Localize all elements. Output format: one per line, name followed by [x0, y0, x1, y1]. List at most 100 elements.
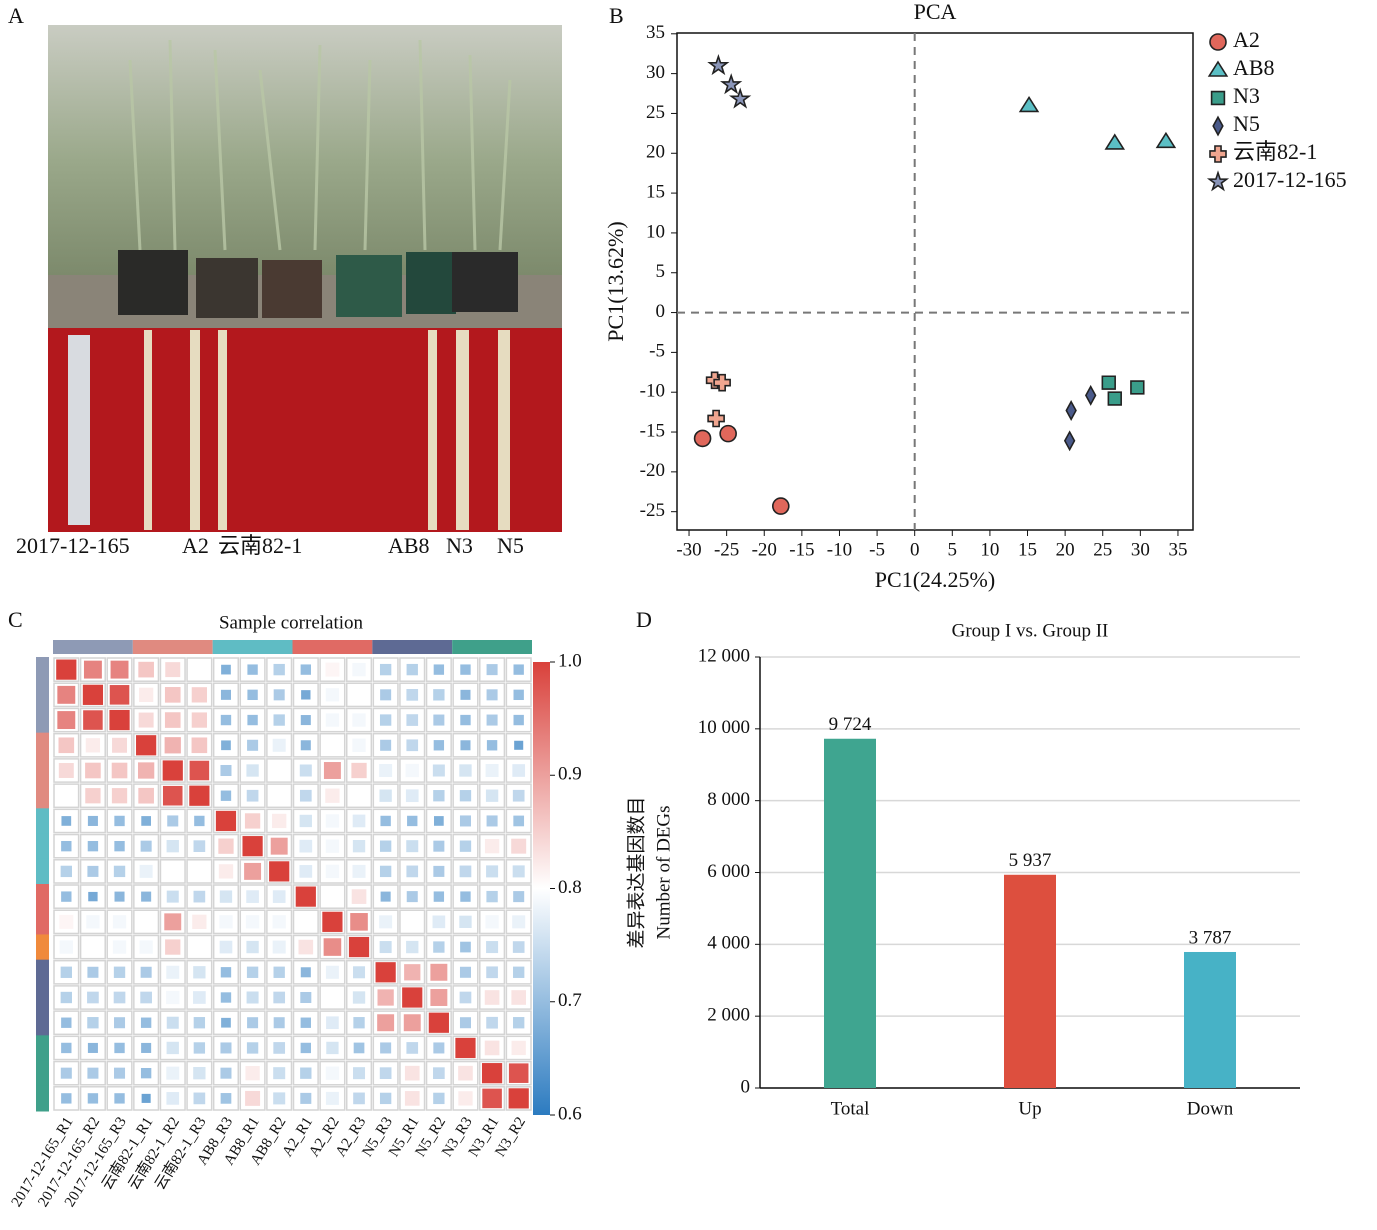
cell — [61, 1042, 72, 1054]
cell — [325, 990, 340, 1005]
colorbar-label: 0.8 — [558, 877, 582, 898]
cell — [513, 714, 524, 726]
row-group — [36, 909, 49, 935]
x-tick-label: -30 — [676, 539, 701, 560]
cell — [164, 913, 182, 931]
cell — [164, 687, 181, 703]
row-group — [36, 732, 49, 759]
cell — [486, 664, 498, 676]
point — [1155, 131, 1177, 149]
cell — [404, 1065, 420, 1081]
cell — [433, 1092, 445, 1105]
x-tick-label: Total — [831, 1098, 870, 1119]
cell — [59, 788, 74, 803]
cell — [379, 764, 393, 777]
cell — [353, 1092, 365, 1105]
x-tick-label: 30 — [1131, 539, 1150, 560]
cell — [380, 689, 392, 701]
colorbar-label: 0.9 — [558, 764, 582, 785]
cell — [512, 764, 526, 777]
cell — [406, 840, 419, 853]
cell — [325, 839, 340, 853]
cell — [112, 737, 128, 753]
cell — [352, 688, 366, 702]
cell — [114, 1067, 126, 1079]
cell — [511, 990, 527, 1005]
cell — [193, 1017, 206, 1029]
legend-label: N5 — [1233, 111, 1260, 136]
cell — [298, 915, 313, 929]
bar — [1004, 874, 1056, 1088]
x-axis-label: PC1(24.25%) — [875, 567, 995, 592]
point — [719, 424, 737, 443]
cell — [511, 1040, 526, 1056]
cell — [485, 915, 499, 929]
cell — [58, 737, 75, 754]
row-group — [36, 1010, 49, 1036]
cell — [325, 1091, 339, 1105]
cell — [220, 992, 232, 1003]
photo-label: 云南82-1 — [218, 533, 302, 558]
row-group — [36, 959, 49, 986]
cell — [114, 840, 125, 852]
photo-label: AB8 — [388, 533, 430, 558]
cell — [325, 788, 340, 803]
cell — [220, 967, 232, 978]
cell — [486, 740, 498, 751]
plot-frame — [676, 32, 1194, 531]
cell — [379, 1092, 392, 1105]
cell — [220, 689, 231, 700]
point — [1130, 380, 1145, 395]
panel-label: D — [636, 607, 652, 632]
row-group — [36, 682, 49, 708]
x-tick-label: 25 — [1093, 539, 1112, 560]
cell — [83, 660, 102, 679]
cell — [166, 965, 180, 979]
cell — [165, 662, 181, 678]
row-group — [36, 707, 49, 734]
cell — [404, 964, 421, 981]
cell — [379, 1067, 392, 1080]
x-tick-label: -10 — [827, 539, 852, 560]
cell — [114, 891, 125, 902]
cell — [458, 1091, 473, 1106]
cell — [323, 762, 341, 779]
point — [713, 373, 731, 392]
cell — [353, 1042, 365, 1054]
cell — [428, 1012, 449, 1033]
cell — [300, 991, 312, 1004]
x-tick-label: 0 — [910, 539, 920, 560]
cell — [433, 689, 445, 701]
cell — [87, 1042, 98, 1053]
cell — [512, 865, 525, 878]
cell — [56, 659, 77, 680]
cell — [138, 687, 154, 702]
colorbar — [533, 662, 550, 1115]
y-tick-label: 35 — [646, 22, 665, 43]
cell — [459, 865, 472, 878]
cell — [458, 1065, 473, 1081]
cell — [325, 965, 339, 979]
cell — [244, 862, 262, 880]
cell — [459, 991, 472, 1004]
panel-label: B — [609, 3, 624, 28]
cell — [162, 760, 183, 781]
cell — [141, 1093, 151, 1103]
legend-marker — [1206, 170, 1230, 192]
cell — [136, 735, 157, 756]
cell — [459, 840, 472, 852]
cell — [140, 1067, 152, 1079]
cell — [325, 688, 340, 702]
y-tick-label: 25 — [646, 102, 665, 123]
cell — [432, 764, 445, 777]
x-tick-label: -5 — [869, 539, 885, 560]
cell — [484, 1040, 500, 1056]
cell — [513, 1017, 525, 1029]
y-tick-label: -20 — [640, 460, 665, 481]
y-tick-label: -25 — [640, 500, 665, 521]
y-tick-label: 12 000 — [698, 645, 750, 666]
cell — [430, 989, 448, 1006]
cell — [273, 1042, 286, 1054]
cell — [164, 737, 181, 754]
cell — [299, 814, 312, 828]
